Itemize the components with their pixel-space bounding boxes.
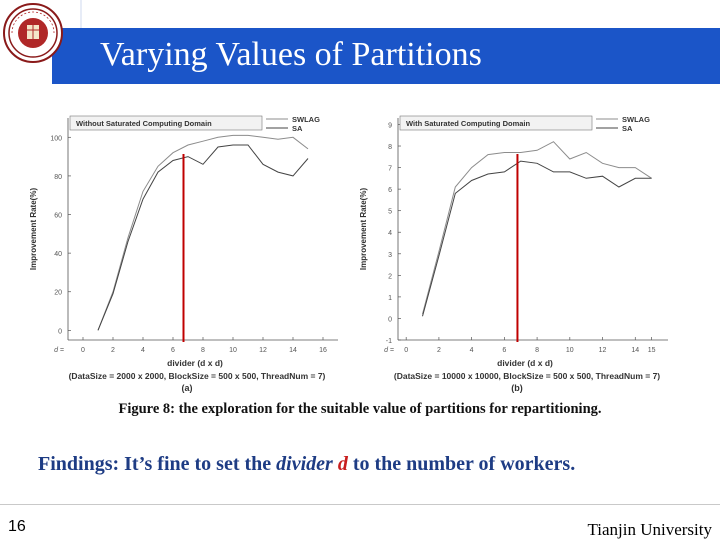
findings-suffix: to the number of workers. xyxy=(347,453,576,475)
chart-b-y-tick-label: 4 xyxy=(388,230,392,237)
chart-b-y-tick-label: 0 xyxy=(388,316,392,323)
chart-b-y-tick-label: 9 xyxy=(388,122,392,129)
title-bar xyxy=(52,28,720,84)
chart-b-series-swlag-line xyxy=(422,141,652,315)
findings-text: Findings: It’s fine to set the divider d… xyxy=(38,453,575,476)
top-bar xyxy=(0,0,720,28)
chart-a-x-tick-label: 8 xyxy=(201,347,205,354)
footer-rule xyxy=(0,504,720,505)
chart-b-legend-title: With Saturated Computing Domain xyxy=(406,119,531,128)
chart-b-panel-label: (b) xyxy=(511,383,523,393)
chart-b-y-tick-label: 2 xyxy=(388,273,392,280)
chart-b-x-tick-label: 4 xyxy=(470,347,474,354)
chart-b-x-prefix: d = xyxy=(384,347,394,354)
chart-b-legend-title-box xyxy=(399,115,593,131)
chart-a-y-tick-label: 80 xyxy=(54,174,62,181)
chart-b-x-tick-label: 10 xyxy=(566,347,574,354)
chart-b-x-tick-label: 12 xyxy=(599,347,607,354)
chart-a-y-tick-label: 100 xyxy=(50,135,62,142)
findings-prefix: Findings: It’s fine to set the xyxy=(38,453,277,475)
chart-a-x-tick-label: 0 xyxy=(81,347,85,354)
chart-b-x-tick-label: 8 xyxy=(535,347,539,354)
chart-b-y-tick-label: 1 xyxy=(388,295,392,302)
chart-b-x-tick-label: 15 xyxy=(648,347,656,354)
chart-a-x-tick-label: 16 xyxy=(319,347,327,354)
chart-a-x-tick-label: 6 xyxy=(171,347,175,354)
page-number: 16 xyxy=(8,518,26,535)
university-seal-logo xyxy=(3,3,63,63)
findings-divider-word: divider xyxy=(276,453,333,475)
chart-b-y-tick-label: 7 xyxy=(388,166,392,173)
chart-b-x-tick-label: 14 xyxy=(631,347,639,354)
chart-a-params: (DataSize = 2000 x 2000, BlockSize = 500… xyxy=(69,371,326,381)
chart-b-x-tick-label: 0 xyxy=(404,347,408,354)
chart-b-y-tick-label: 5 xyxy=(388,209,392,216)
chart-a-series-sa-line xyxy=(97,144,309,331)
chart-b-series-sa-line xyxy=(422,160,652,317)
chart-b-params: (DataSize = 10000 x 10000, BlockSize = 5… xyxy=(394,371,660,381)
chart-a-x-tick-label: 12 xyxy=(259,347,267,354)
chart-b-y-tick-label: -1 xyxy=(386,338,392,345)
chart-a-series-swlag-line xyxy=(97,134,309,331)
chart-a-x-tick-label: 10 xyxy=(229,347,237,354)
chart-a-y-axis-label: Improvement Rate(%) xyxy=(29,188,38,271)
chart-b-y-tick-label: 8 xyxy=(388,144,392,151)
chart-a-y-tick-label: 40 xyxy=(54,251,62,258)
chart-a-x-axis-label: divider (d x d) xyxy=(167,358,223,368)
chart-b-legend-label-swlag: SWLAG xyxy=(622,115,650,124)
chart-b-y-tick-label: 6 xyxy=(388,187,392,194)
chart-a-legend-label-sa: SA xyxy=(292,124,303,133)
chart-a-legend-title-box xyxy=(69,115,263,131)
chart-a-x-prefix: d = xyxy=(54,347,64,354)
chart-a-legend-label-swlag: SWLAG xyxy=(292,115,320,124)
slide-title: Varying Values of Partitions xyxy=(100,36,482,73)
findings-var-d: d xyxy=(337,453,348,475)
chart-a-panel-label: (a) xyxy=(182,383,193,393)
chart-a-y-tick-label: 0 xyxy=(58,328,62,335)
chart-a-x-tick-label: 2 xyxy=(111,347,115,354)
chart-b-x-axis-label: divider (d x d) xyxy=(497,358,553,368)
chart-a-legend-title: Without Saturated Computing Domain xyxy=(76,119,212,128)
chart-a-y-tick-label: 20 xyxy=(54,290,62,297)
university-name: Tianjin University xyxy=(587,520,712,539)
chart-a-x-tick-label: 14 xyxy=(289,347,297,354)
chart-b-y-axis-label: Improvement Rate(%) xyxy=(359,188,368,271)
chart-a-y-tick-label: 60 xyxy=(54,213,62,220)
chart-b-y-tick-label: 3 xyxy=(388,252,392,259)
figure-caption: Figure 8: the exploration for the suitab… xyxy=(118,401,602,417)
chart-a-x-tick-label: 4 xyxy=(141,347,145,354)
chart-b-legend-label-sa: SA xyxy=(622,124,633,133)
chart-b-x-tick-label: 2 xyxy=(437,347,441,354)
chart-b-x-tick-label: 6 xyxy=(502,347,506,354)
